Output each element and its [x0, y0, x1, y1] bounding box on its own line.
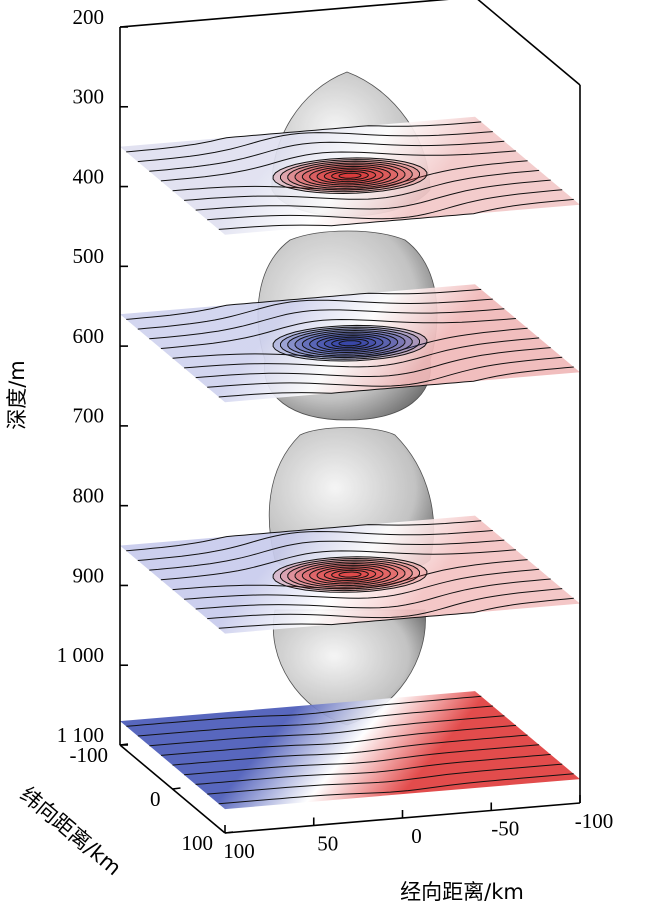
- contour-line: [184, 169, 540, 201]
- x-tick-label: -50: [491, 816, 519, 840]
- contour-line: [207, 763, 563, 795]
- contour-line: [149, 539, 505, 571]
- y-tick-label: 0: [150, 787, 161, 811]
- x-axis-title: 经向距离/km: [400, 880, 524, 904]
- contour-line: [126, 520, 482, 552]
- contour-line: [160, 724, 517, 756]
- contour-line: [207, 189, 563, 221]
- x-tick-label: 50: [317, 831, 338, 855]
- contour-line: [137, 298, 493, 330]
- contour-ring: [272, 157, 428, 195]
- axis-line: [119, 0, 450, 28]
- contour-line: [184, 337, 540, 369]
- slice-plane: [120, 284, 580, 403]
- contour-ring: [309, 165, 391, 186]
- contour-line: [195, 179, 551, 211]
- contour-ring: [309, 564, 391, 585]
- z-tick-label: 200: [73, 5, 105, 29]
- x-tick-label: 0: [411, 824, 422, 848]
- z-tick-label: 300: [73, 85, 105, 109]
- contour-line: [126, 695, 482, 727]
- z-tick-label: 900: [73, 563, 105, 587]
- slice: [120, 515, 580, 634]
- contour-line: [218, 366, 574, 398]
- x-tick-label: 100: [223, 839, 255, 863]
- contour-line: [184, 744, 540, 776]
- contour-line: [149, 140, 505, 172]
- contour-line: [218, 597, 574, 629]
- z-tick-label: 400: [73, 164, 105, 188]
- contour-line: [195, 753, 551, 785]
- slice-plane: [120, 691, 580, 810]
- contour-line: [207, 588, 563, 620]
- slice-plane: [120, 515, 580, 634]
- contour-line: [218, 773, 574, 805]
- z-tick-label: 1 100: [57, 723, 104, 747]
- contour-line: [160, 150, 516, 182]
- contour-line: [160, 318, 516, 349]
- contour-ring: [338, 571, 362, 578]
- contour-line: [137, 530, 493, 561]
- y-tick-label: 100: [182, 831, 214, 855]
- contour-line: [195, 578, 551, 610]
- contour-line: [184, 568, 540, 600]
- contour-line: [137, 705, 493, 737]
- contour-line: [218, 198, 574, 230]
- x-tick-label: -100: [575, 809, 614, 833]
- contour-ring: [338, 172, 362, 179]
- contour-line: [126, 288, 482, 320]
- slice: [120, 116, 580, 235]
- contour-line: [126, 121, 482, 153]
- z-axis-title: 深度/m: [5, 360, 29, 430]
- y-axis-title: 纬向距离/km: [16, 782, 126, 880]
- y-tick: [119, 743, 129, 746]
- contour-line: [137, 131, 493, 163]
- slice: [120, 691, 580, 810]
- y-tick-label: -100: [70, 743, 109, 767]
- z-tick-label: 600: [73, 324, 105, 348]
- z-tick-label: 800: [73, 483, 105, 507]
- contour-line: [207, 356, 563, 388]
- y-tick: [224, 831, 234, 834]
- z-tick-label: 1 000: [57, 643, 104, 667]
- contour-line: [149, 715, 505, 747]
- contour-line: [195, 347, 551, 379]
- contour-line: [149, 308, 505, 340]
- y-tick: [172, 787, 181, 790]
- slice: [120, 284, 580, 403]
- contour-ring: [338, 340, 362, 347]
- slice-plane: [120, 116, 580, 235]
- contour-ring: [272, 324, 428, 362]
- z-tick-label: 700: [73, 404, 105, 428]
- z-tick-label: 500: [73, 244, 105, 268]
- axis-line: [477, 0, 581, 86]
- contour-ring: [309, 333, 391, 354]
- contour-line: [160, 549, 516, 581]
- contour-ring: [272, 556, 428, 593]
- contour-line: [172, 734, 528, 766]
